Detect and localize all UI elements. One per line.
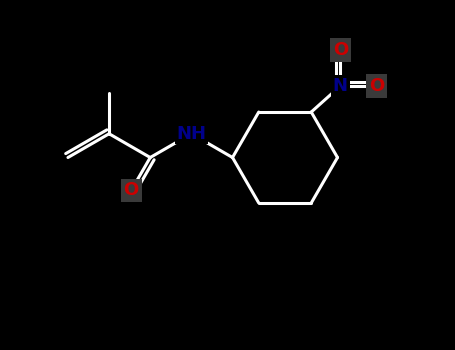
Text: O: O (369, 77, 384, 95)
Text: O: O (333, 41, 348, 59)
Text: N: N (333, 77, 348, 95)
Text: NH: NH (177, 125, 207, 143)
Text: O: O (124, 181, 139, 200)
